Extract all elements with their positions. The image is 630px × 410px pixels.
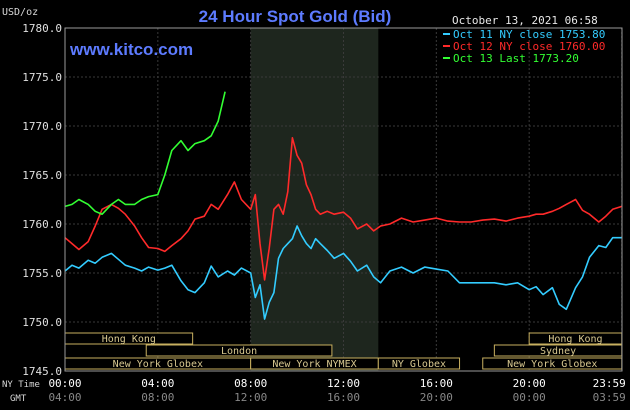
plot-frame bbox=[64, 27, 623, 372]
ny-tick-label: 16:00 bbox=[420, 377, 453, 390]
gmt-tick-label: 04:00 bbox=[48, 391, 81, 404]
session-label: New York Globex bbox=[507, 359, 597, 370]
y-tick-label: 1750.0 bbox=[22, 316, 62, 329]
session-label: New York Globex bbox=[113, 359, 203, 370]
ny-tick-label: 20:00 bbox=[513, 377, 546, 390]
ny-tick-label: 23:59 bbox=[593, 377, 626, 390]
session-label: London bbox=[221, 346, 257, 357]
y-axis-ticks: 1745.0 1750.0 1755.0 1760.0 1765.0 1770.0 1775… bbox=[22, 22, 62, 378]
x-axis-ticks: 00:00 04:00 08:00 12:00 16:00 20:00 23:5904:00… bbox=[48, 377, 625, 404]
ny-tick-label: 08:00 bbox=[234, 377, 267, 390]
series-line-1 bbox=[64, 137, 623, 281]
session-label: NY Globex bbox=[392, 359, 446, 370]
chart-title: 24 Hour Spot Gold (Bid) bbox=[199, 7, 392, 26]
ny-time-label: NY Time bbox=[2, 380, 40, 390]
y-tick-label: 1745.0 bbox=[22, 365, 62, 378]
session-bar bbox=[145, 344, 333, 357]
gmt-tick-label: 03:59 bbox=[593, 391, 626, 404]
session-bar bbox=[377, 357, 461, 370]
y-tick-label: 1760.0 bbox=[22, 218, 62, 231]
ny-tick-label: 04:00 bbox=[141, 377, 174, 390]
watermark: www.kitco.com bbox=[69, 40, 193, 59]
series-line-2 bbox=[64, 91, 226, 215]
gmt-label: GMT bbox=[10, 394, 27, 404]
gmt-tick-label: 00:00 bbox=[513, 391, 546, 404]
y-tick-label: 1765.0 bbox=[22, 169, 62, 182]
gmt-tick-label: 08:00 bbox=[141, 391, 174, 404]
legend-label: Oct 11 NY close 1753.80 bbox=[453, 28, 605, 41]
session-label: Sydney bbox=[540, 346, 576, 357]
series-line-0 bbox=[64, 225, 622, 320]
session-label: Hong Kong bbox=[548, 334, 602, 345]
y-tick-label: 1770.0 bbox=[22, 120, 62, 133]
gmt-tick-label: 12:00 bbox=[234, 391, 267, 404]
y-tick-label: 1755.0 bbox=[22, 267, 62, 280]
y-tick-label: 1780.0 bbox=[22, 22, 62, 35]
gmt-tick-label: 20:00 bbox=[420, 391, 453, 404]
price-series bbox=[64, 91, 623, 320]
legend-label: Oct 13 Last 1773.20 bbox=[453, 52, 579, 65]
y-tick-label: 1775.0 bbox=[22, 71, 62, 84]
unit-label: USD/oz bbox=[2, 7, 38, 18]
session-label: New York NYMEX bbox=[272, 359, 356, 370]
nymex-highlight-band bbox=[250, 28, 379, 371]
legend-label: Oct 12 NY close 1760.00 bbox=[453, 40, 605, 53]
ny-tick-label: 12:00 bbox=[327, 377, 360, 390]
timestamp: October 13, 2021 06:58 bbox=[452, 14, 598, 27]
market-sessions: Hong Kong Hong Kong London Sydney New York G… bbox=[64, 332, 623, 370]
ny-tick-label: 00:00 bbox=[48, 377, 81, 390]
session-label: Hong Kong bbox=[102, 334, 156, 345]
gmt-tick-label: 16:00 bbox=[327, 391, 360, 404]
